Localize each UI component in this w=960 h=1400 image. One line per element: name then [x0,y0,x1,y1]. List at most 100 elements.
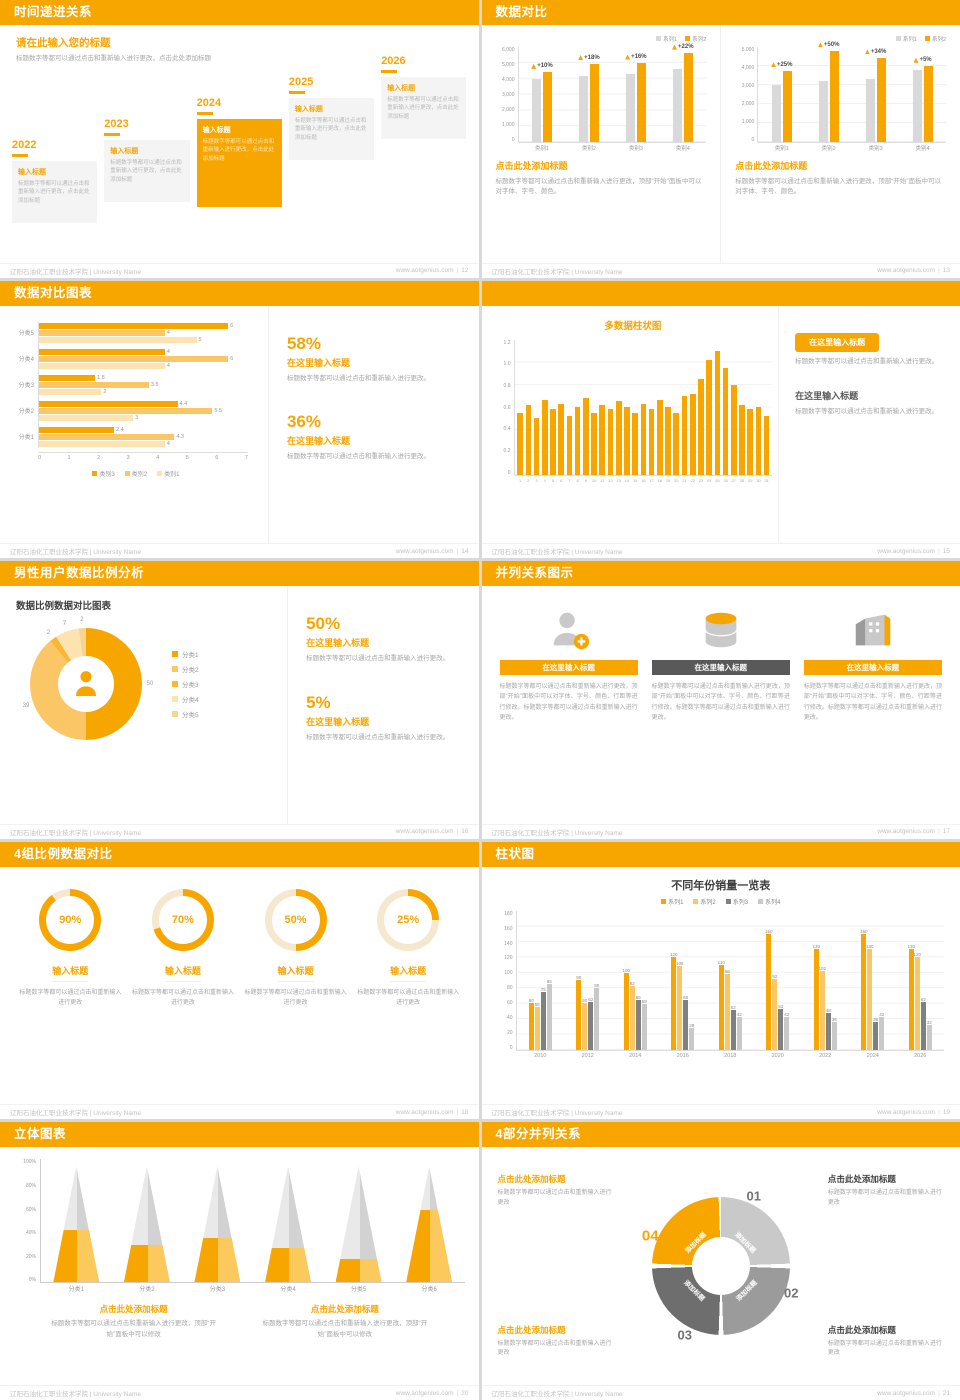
card-title: 输入标题 [387,85,416,92]
bar-column: 17 [648,340,655,483]
bar-chart-right: 系列1 系列2 5,000 4,000 3,000 2,000 1,000 0 +25% 类… [735,35,946,152]
value-label: 65 [683,994,689,1000]
section-subtext: 标题数字等都可以通过点击和重新输入进行更改，点击此处添加标题 [16,55,211,62]
tick-label: 4,000 [501,77,515,83]
slide-thumbnail-12-time-progression[interactable]: 时间递进关系 请在此输入您的标题 标题数字等都可以通过点击和重新输入进行更改，点… [0,0,479,278]
timeline-year: 2022 [12,139,37,151]
ring-body: 标题数字等都可以通过点击和重新输入进行更改 [244,989,347,1006]
bar-series1 [912,69,922,142]
stat-body: 标题数字等都可以通过点击和重新输入进行更改。 [286,374,430,382]
stat-body: 标题数字等都可以通过点击和重新输入进行更改。 [306,655,450,663]
arrow-icon [531,63,537,69]
slide-thumbnail-21-four-part-cycle[interactable]: 4部分并列关系 点击此处添加标题 标题数字等都可以通过点击和重新输入进行更改 点… [481,1122,960,1400]
tick-label: 1,000 [741,119,755,125]
segment-number: 03 [677,1327,692,1343]
bar-column: 19 [664,340,671,483]
bar-column: 10 [590,340,597,483]
bar [718,964,724,1050]
block-title: 点击此处添加标题 [827,1324,896,1335]
footer-site: www.aotgenius.com [877,828,936,836]
bar [550,409,556,475]
bar [576,980,582,1050]
caption-blocks: 点击此处添加标题 标题数字等都可以通过点击和重新输入进行更改，顶部“开始”面板中… [14,1283,465,1340]
legend-item: 分类2 [172,664,199,674]
bar [722,367,729,475]
tick-label: 140 [504,940,513,947]
tick-label: 0 [511,137,515,143]
ring-column: 25% 输入标题 标题数字等都可以通过点击和重新输入进行更改 [357,888,460,1105]
footer-site: www.aotgenius.com [877,1108,936,1116]
slide-thumbnail-19-grouped-columns[interactable]: 柱状图 不同年份销量一览表 系列1 系列2 系列3 系列4 180 160 140 120 1… [481,841,960,1120]
value-label: 4 [166,348,170,355]
legend-item: 系列3 [725,897,748,906]
x-label: 2014 [629,1052,642,1059]
timeline-card: 输入标题 标题数字等都可以通过点击和重新输入进行更改，点击此处添加标题 [104,140,190,202]
block-title: 点击此处添加标题 [310,1304,379,1315]
bar-group: 分类2 4.4 5.5 3 [12,400,260,422]
bar-column: 25 [714,340,721,483]
x-label: 3 [535,477,538,483]
plot-area: 1 2 3 4 5 6 7 8 9 10 11 12 13 14 15 16 17 18 19 20 21 22 23 24 2… [513,339,773,483]
slide-thumbnail-18-ratio-rings[interactable]: 4组比例数据对比 90% 输入标题 标题数字等都可以通过点击和重新输入进行更改 … [0,841,479,1120]
caption-block: 点击此处添加标题 标题数字等都可以通过点击和重新输入进行更改 [498,1324,614,1359]
x-label: 18 [657,477,663,483]
bar-group: 分类3 1.8 3.5 2 [12,374,260,396]
slide-title-bar: 数据对比 [481,0,960,25]
stat-title: 在这里输入标题 [306,638,370,649]
block-title: 点击此处添加标题 [497,1174,566,1185]
legend-item: 系列2 [693,897,716,906]
footer-org: 辽阳石油化工职业技术学院 | University Name [10,1110,141,1118]
footer-page: www.aotgenius.com | 17 [877,828,950,836]
footer-org: 辽阳石油化工职业技术学院 | University Name [10,268,141,276]
footer-site: www.aotgenius.com [877,547,936,555]
bar [38,388,102,395]
bar [517,412,523,475]
tick-label: 0.4 [503,426,511,433]
bar-column: 7 [566,340,573,483]
database-icon [652,600,790,660]
slide-thumbnail-17-parallel-relation[interactable]: 并列关系图示 在这里输入标题 标题数字等都可以通过点击和重新输入进行更改，顶部“… [481,561,960,839]
footer-page: www.aotgenius.com | 16 [395,828,469,836]
bar-column: 15 [632,340,639,483]
x-label: 25 [715,477,720,483]
value-label: 59 [641,999,647,1005]
block-body: 标题数字等都可以通过点击和重新输入进行更改 [827,1340,942,1357]
tick-label: 2,000 [741,101,755,107]
x-label: 8 [576,477,579,483]
x-label: 分类2 [139,1287,155,1294]
slide-thumbnail-20-cone-chart[interactable]: 立体图表 100% 80% 60% 40% 20% 0% 分类1 分类2 分类3 分类4 [0,1122,479,1400]
cone-fill [335,1259,382,1283]
x-label: 21 [682,477,687,483]
slide-footer: 辽阳石油化工职业技术学院 | University Name www.aotge… [481,1385,960,1400]
bar-group: 130 120 62 32 2026 [908,911,932,1058]
bar-column: 5 [549,340,556,483]
caption-block: 点击此处添加标题 标题数字等都可以通过点击和重新输入进行更改 [828,1324,944,1359]
ring-hole [46,895,95,944]
bar-group: +16% 类别3 [625,47,647,152]
bar-series1 [625,73,635,142]
x-label: 4 [543,477,546,483]
bar-group: 90 60 62 80 2012 [576,911,600,1059]
value-label: 36 [831,1017,837,1022]
value-label: 62 [588,996,594,1002]
stat-block: 50% 在这里输入标题 标题数字等都可以通过点击和重新输入进行更改。 [306,614,460,664]
slide-thumbnail-16-male-ratio[interactable]: 男性用户数据比例分析 数据比例数据对比图表 50 39 2 7 2 分类1 分类2 分类3 分… [0,561,479,839]
value-label: 1.8 [97,374,105,381]
bar [689,393,696,475]
stat-title: 在这里输入标题 [286,357,350,368]
ring-percent: 50% [284,913,307,926]
ring-body: 标题数字等都可以通过点击和重新输入进行更改 [357,989,460,1006]
slide-footer: 辽阳石油化工职业技术学院 | University Name www.aotge… [481,1104,960,1119]
bar [594,988,600,1050]
ring-title: 输入标题 [277,964,314,982]
value-label: 39 [22,702,30,709]
stat-block: 5% 在这里输入标题 标题数字等都可以通过点击和重新输入进行更改。 [306,693,460,743]
value-label: 2.4 [116,426,124,433]
bar-group: +50% 类别2 [817,42,839,152]
slide-thumbnail-14-comparison-chart[interactable]: 数据对比图表 分类5 6 4 5 分类4 4 6 4 分类3 [0,280,479,559]
slide-thumbnail-13-data-comparison[interactable]: 数据对比 系列1 系列2 6,000 5,000 4,000 3,000 2,000 1,0… [481,0,960,278]
slide-thumbnail-15-column-chart[interactable]: 多数据柱状图 1.2 1.0 0.8 0.6 0.4 0.2 0 1 2 3 4 5 6 7 8 9 10 11… [481,280,960,559]
slide-title-bar: 柱状图 [481,841,960,867]
progress-ring: 90% [39,888,102,951]
x-label: 分类4 [280,1287,296,1294]
